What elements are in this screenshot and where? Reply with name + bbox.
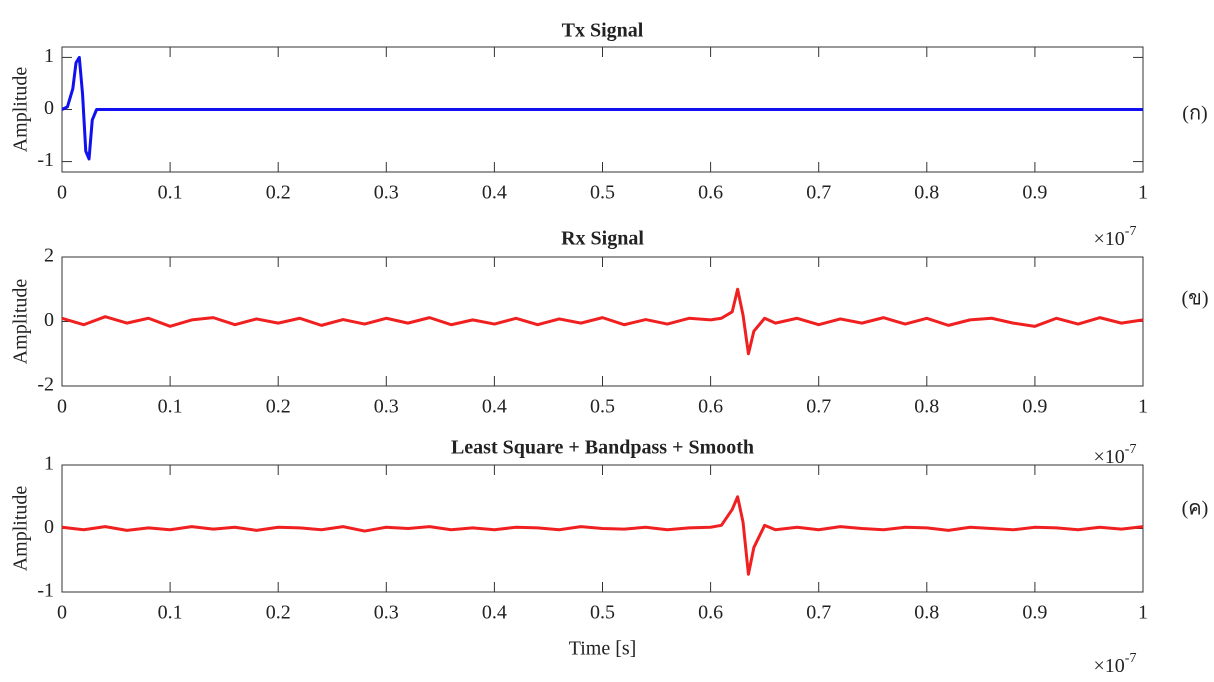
signal-line <box>61 495 1144 576</box>
x-tick-label: 0.6 <box>698 396 723 418</box>
x-multiplier-base: ×10 <box>1094 655 1125 677</box>
x-tick-label: 0.9 <box>1022 396 1047 418</box>
x-tick-label: 0.6 <box>698 182 723 204</box>
x-tick-label: 0.3 <box>374 602 399 624</box>
x-tick-label: 0.4 <box>482 602 507 624</box>
panel-label: (ข) <box>1182 288 1209 310</box>
x-tick-label: 0.1 <box>158 182 183 204</box>
x-tick-label: 0.1 <box>158 602 183 624</box>
x-tick-label: 0.9 <box>1022 182 1047 204</box>
x-axis-label: Time [s] <box>569 638 637 660</box>
y-axis-label: Amplitude <box>10 279 32 365</box>
chart-title: Tx Signal <box>562 20 644 42</box>
x-tick-label: 0.9 <box>1022 602 1047 624</box>
y-tick-label: 0 <box>44 309 54 331</box>
x-tick-label: 0.2 <box>266 396 291 418</box>
x-tick-label: 0 <box>57 182 67 204</box>
x-tick-label: 0.7 <box>806 396 831 418</box>
panel-label: (ก) <box>1182 103 1207 125</box>
x-tick-label: 0.5 <box>590 396 615 418</box>
y-tick-label: 1 <box>44 453 54 475</box>
x-multiplier-base: ×10 <box>1094 446 1125 468</box>
x-tick-label: 1 <box>1138 602 1148 624</box>
x-tick-label: 0.8 <box>914 602 939 624</box>
x-multiplier-exponent: -7 <box>1125 651 1137 666</box>
x-tick-label: 1 <box>1138 182 1148 204</box>
x-multiplier-exponent: -7 <box>1125 224 1137 239</box>
x-tick-label: 0.7 <box>806 602 831 624</box>
x-tick-label: 0.2 <box>266 182 291 204</box>
x-multiplier-exponent: -7 <box>1125 442 1137 457</box>
y-tick-label: 0 <box>44 516 54 538</box>
x-tick-label: 0.3 <box>374 182 399 204</box>
x-tick-label: 0.4 <box>482 396 507 418</box>
y-tick-label: -1 <box>37 149 54 171</box>
y-axis-label: Amplitude <box>10 486 32 572</box>
x-tick-label: 0.4 <box>482 182 507 204</box>
x-multiplier: ×10-7 <box>1094 224 1137 249</box>
panel-label: (ค) <box>1182 498 1209 520</box>
signal-line <box>61 55 1143 161</box>
x-tick-label: 0 <box>57 602 67 624</box>
y-axis-label: Amplitude <box>10 67 32 153</box>
y-tick-label: 0 <box>44 97 54 119</box>
x-tick-label: 0.5 <box>590 182 615 204</box>
y-tick-label: -1 <box>37 580 54 602</box>
x-tick-label: 0.5 <box>590 602 615 624</box>
y-tick-label: 2 <box>44 245 54 267</box>
signal-line <box>61 287 1144 356</box>
x-multiplier: ×10-7 <box>1094 442 1137 467</box>
x-tick-label: 0.3 <box>374 396 399 418</box>
x-multiplier-base: ×10 <box>1094 228 1125 250</box>
x-tick-label: 0.1 <box>158 396 183 418</box>
y-tick-label: -2 <box>37 374 54 396</box>
chart-title: Rx Signal <box>561 228 644 250</box>
x-multiplier: ×10-7 <box>1094 651 1137 676</box>
x-tick-label: 0.6 <box>698 602 723 624</box>
x-tick-label: 0.2 <box>266 602 291 624</box>
x-tick-label: 0.7 <box>806 182 831 204</box>
chart-title: Least Square + Bandpass + Smooth <box>451 437 754 459</box>
x-tick-label: 0 <box>57 396 67 418</box>
x-tick-label: 0.8 <box>914 182 939 204</box>
x-tick-label: 0.8 <box>914 396 939 418</box>
y-tick-label: 1 <box>44 45 54 67</box>
x-tick-label: 1 <box>1138 396 1148 418</box>
